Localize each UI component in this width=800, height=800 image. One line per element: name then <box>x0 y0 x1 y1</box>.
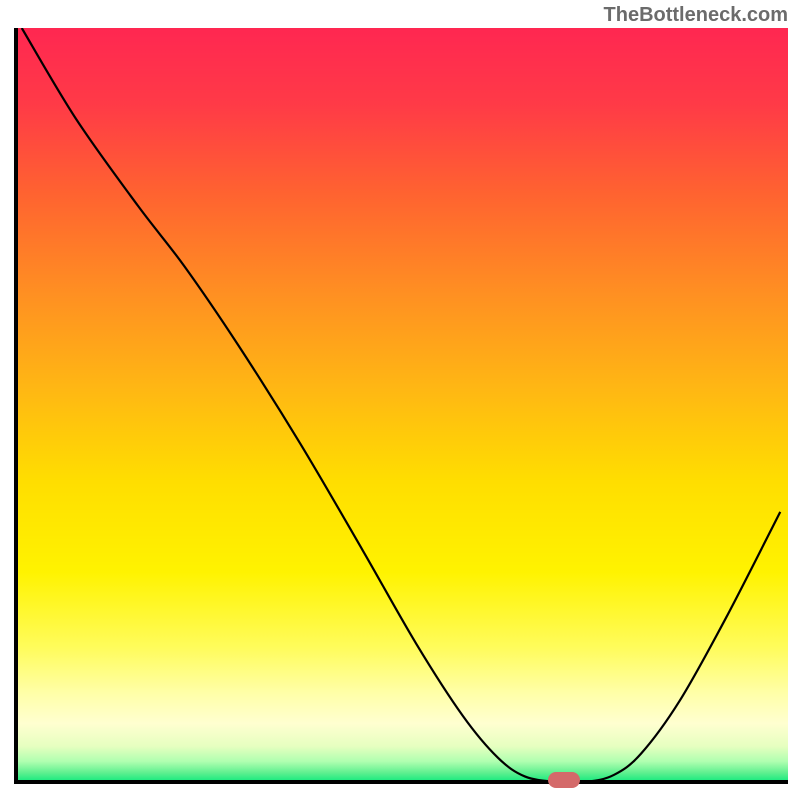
watermark-text: TheBottleneck.com <box>604 4 788 27</box>
bottleneck-chart <box>14 28 788 784</box>
optimal-point-marker <box>548 772 580 788</box>
bottleneck-curve <box>14 28 788 784</box>
